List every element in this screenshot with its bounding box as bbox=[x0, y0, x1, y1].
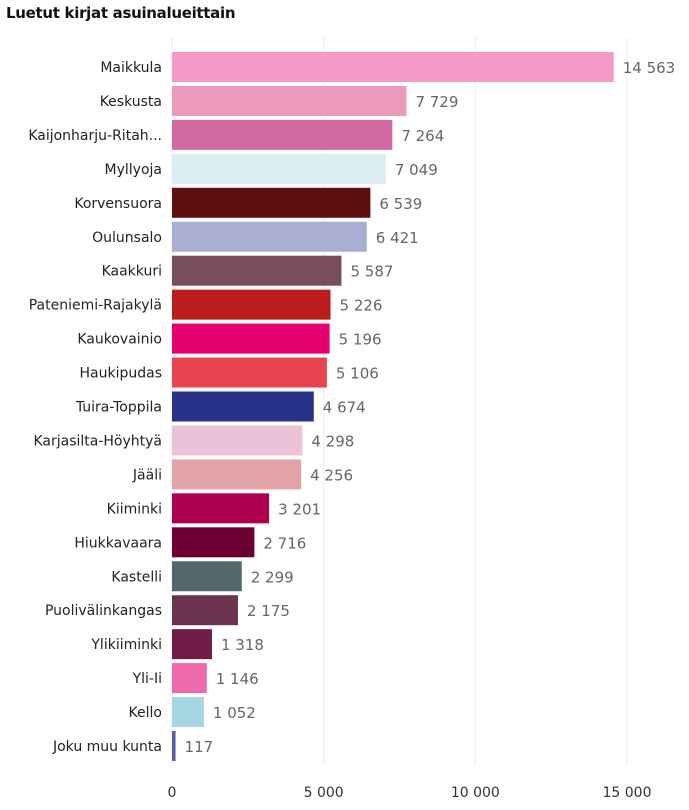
bar bbox=[172, 255, 342, 286]
category-label: Karjasilta-Höyhtyä bbox=[33, 433, 162, 449]
category-label: Jääli bbox=[132, 467, 162, 483]
bar bbox=[172, 561, 242, 592]
data-label: 4 256 bbox=[310, 466, 353, 484]
x-tick-label: 0 bbox=[168, 785, 177, 801]
category-label: Haukipudas bbox=[80, 366, 163, 382]
data-label: 5 226 bbox=[340, 297, 383, 315]
bar bbox=[172, 459, 302, 490]
bar bbox=[172, 629, 212, 660]
category-label: Yli-Ii bbox=[132, 671, 162, 687]
bar bbox=[172, 493, 270, 524]
data-label: 4 674 bbox=[323, 399, 366, 417]
data-label: 5 196 bbox=[339, 331, 382, 349]
data-label: 6 539 bbox=[379, 195, 422, 213]
data-label: 117 bbox=[185, 738, 214, 756]
data-label: 7 264 bbox=[401, 127, 444, 145]
category-label: Keskusta bbox=[100, 94, 162, 110]
data-label: 7 729 bbox=[415, 93, 458, 111]
data-label: 3 201 bbox=[278, 500, 321, 518]
data-label: 5 106 bbox=[336, 365, 379, 383]
category-label: Tuira-Toppila bbox=[75, 400, 162, 416]
x-tick-label: 10 000 bbox=[451, 785, 500, 801]
data-label: 14 563 bbox=[623, 59, 676, 77]
category-label: Pateniemi-Rajakylä bbox=[29, 298, 162, 314]
category-label: Kaijonharju-Ritah... bbox=[28, 128, 162, 144]
bar bbox=[172, 85, 407, 116]
bar bbox=[172, 663, 207, 694]
bar bbox=[172, 731, 176, 761]
data-label: 2 299 bbox=[251, 568, 294, 586]
bar bbox=[172, 425, 303, 456]
category-label: Kaukovainio bbox=[77, 332, 162, 348]
category-label: Kello bbox=[129, 705, 162, 721]
category-label: Maikkula bbox=[100, 60, 162, 76]
bar bbox=[172, 153, 386, 184]
x-tick-label: 15 000 bbox=[603, 785, 652, 801]
bar bbox=[172, 357, 327, 388]
bar bbox=[172, 119, 393, 150]
bar bbox=[172, 595, 238, 626]
category-label: Puolivälinkangas bbox=[45, 603, 162, 619]
data-label: 1 052 bbox=[213, 704, 256, 722]
bar bbox=[172, 527, 255, 558]
category-label: Oulunsalo bbox=[92, 230, 162, 246]
data-label: 2 175 bbox=[247, 602, 290, 620]
category-label: Kiiminki bbox=[107, 501, 162, 517]
bar bbox=[172, 323, 330, 354]
category-label: Kastelli bbox=[111, 569, 162, 585]
bar bbox=[172, 391, 314, 422]
bar bbox=[172, 289, 331, 320]
data-label: 7 049 bbox=[395, 161, 438, 179]
category-label: Myllyoja bbox=[105, 162, 162, 178]
category-label: Ylikiiminki bbox=[90, 637, 162, 653]
chart-title: Luetut kirjat asuinalueittain bbox=[6, 4, 236, 22]
category-label: Kaakkuri bbox=[102, 264, 162, 280]
data-label: 1 146 bbox=[216, 670, 259, 688]
category-label: Hiukkavaara bbox=[74, 535, 162, 551]
x-tick-label: 5 000 bbox=[304, 785, 344, 801]
category-label: Korvensuora bbox=[74, 196, 162, 212]
data-label: 2 716 bbox=[263, 534, 306, 552]
bar bbox=[172, 52, 614, 82]
data-label: 1 318 bbox=[221, 636, 264, 654]
data-label: 4 298 bbox=[311, 432, 354, 450]
bar bbox=[172, 187, 371, 218]
bar bbox=[172, 221, 367, 252]
category-label: Joku muu kunta bbox=[52, 739, 162, 755]
data-label: 6 421 bbox=[376, 229, 419, 247]
bar bbox=[172, 697, 204, 728]
data-label: 5 587 bbox=[350, 263, 393, 281]
